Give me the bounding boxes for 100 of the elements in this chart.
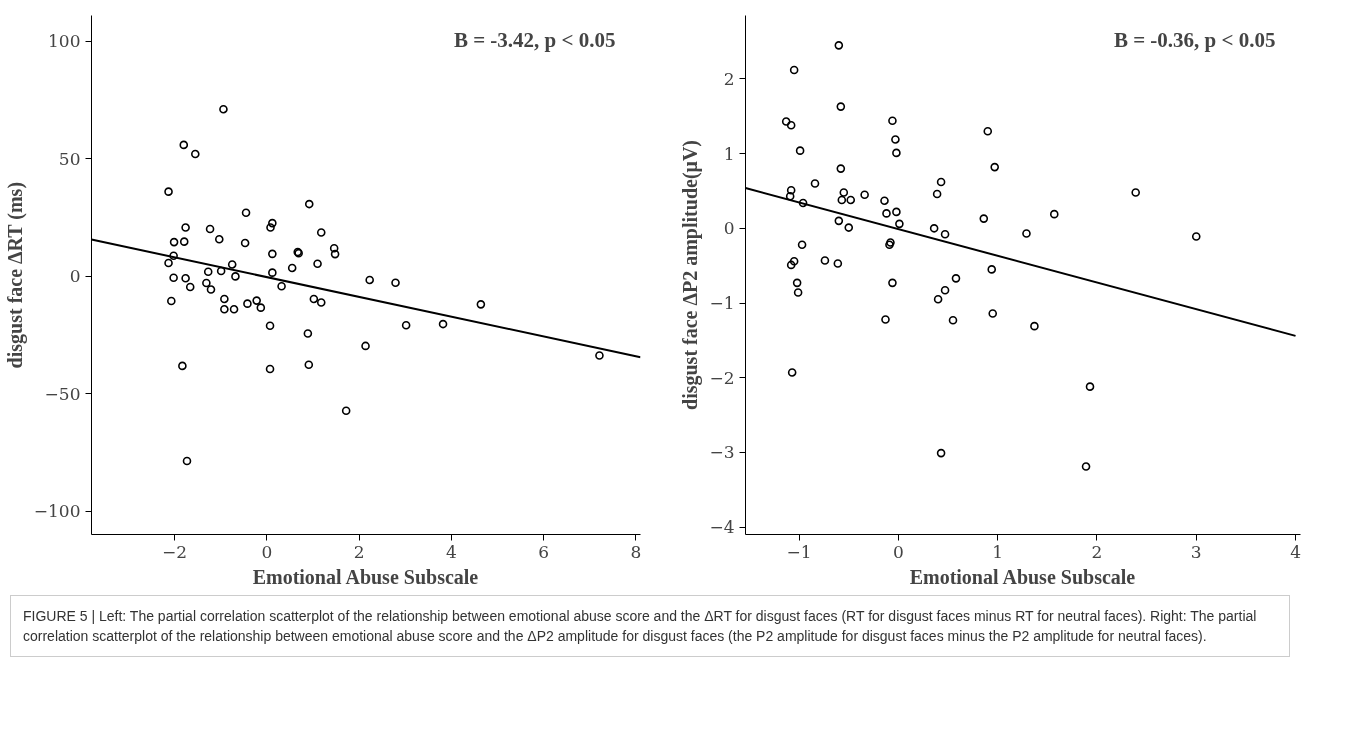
y-tick-label: 100: [48, 31, 81, 52]
point: [206, 285, 216, 294]
y-tick-label: −100: [33, 501, 81, 522]
point: [787, 368, 797, 377]
point: [797, 240, 807, 250]
point: [786, 185, 796, 195]
point: [182, 456, 192, 466]
point: [1030, 321, 1039, 331]
point: [227, 260, 237, 269]
point: [178, 361, 187, 371]
point: [1191, 232, 1201, 241]
x-axis-title: Emotional Abuse Subscale: [909, 565, 1136, 588]
point: [179, 140, 189, 150]
point: [936, 177, 946, 187]
point: [786, 120, 796, 130]
point: [886, 238, 895, 247]
point: [304, 199, 314, 209]
point: [205, 224, 215, 234]
point: [164, 187, 173, 196]
point: [860, 190, 869, 200]
point: [220, 294, 229, 304]
point: [169, 273, 178, 283]
point: [836, 164, 846, 173]
point: [243, 299, 252, 308]
point: [833, 259, 843, 268]
point: [837, 195, 847, 205]
x-tick-label: −2: [162, 541, 188, 562]
point: [933, 294, 943, 304]
point: [341, 406, 351, 416]
point: [882, 209, 891, 218]
point: [846, 195, 856, 205]
point: [252, 296, 261, 305]
point: [834, 216, 844, 226]
point: [892, 207, 901, 217]
point: [268, 249, 277, 259]
point: [1085, 382, 1095, 391]
point: [169, 237, 179, 247]
point: [888, 278, 897, 288]
point: [885, 240, 894, 250]
point: [202, 278, 211, 288]
point: [880, 196, 889, 205]
point: [781, 117, 791, 126]
point: [265, 321, 275, 331]
point: [438, 319, 448, 329]
point: [929, 224, 939, 233]
point: [181, 273, 190, 283]
x-tick-label: 0: [892, 541, 904, 562]
point: [303, 329, 313, 338]
point: [983, 126, 993, 136]
point: [256, 303, 266, 312]
x-tick-label: 8: [630, 541, 642, 562]
point: [181, 223, 190, 232]
y-tick-label: 2: [723, 68, 735, 89]
y-tick-label: 50: [58, 148, 81, 169]
point: [277, 281, 286, 291]
point: [329, 243, 339, 253]
point: [786, 260, 796, 270]
x-tick-label: 1: [992, 541, 1004, 562]
point: [191, 149, 200, 159]
y-tick-label: −1: [709, 293, 735, 313]
point: [401, 320, 411, 330]
point: [789, 256, 799, 266]
point: [214, 235, 224, 244]
point: [795, 146, 805, 155]
x-tick-label: −1: [786, 541, 812, 562]
point: [304, 360, 314, 369]
point: [241, 208, 251, 218]
y-tick-label: −50: [44, 383, 81, 404]
point: [789, 65, 799, 75]
point: [839, 188, 849, 197]
point: [834, 41, 844, 50]
point: [229, 304, 239, 314]
y-tick-label: 1: [723, 143, 735, 164]
x-tick-label: 2: [1091, 541, 1103, 562]
y-tick-label: 0: [69, 266, 81, 287]
point: [936, 448, 946, 458]
point: [836, 102, 846, 111]
point: [265, 364, 275, 374]
point: [185, 282, 195, 292]
y-axis-title: disgust face ΔRT (ms): [3, 181, 27, 369]
point: [240, 238, 250, 248]
point: [951, 274, 961, 283]
point: [793, 288, 803, 297]
point: [595, 351, 604, 360]
point: [231, 272, 240, 281]
point: [1022, 229, 1031, 238]
point: [219, 104, 228, 114]
point: [891, 135, 900, 144]
point: [167, 296, 176, 306]
point: [987, 265, 997, 274]
point: [895, 219, 904, 229]
y-tick-label: 0: [723, 218, 735, 239]
point: [948, 315, 958, 325]
point: [268, 268, 277, 277]
point: [287, 263, 297, 273]
x-tick-label: 4: [445, 541, 457, 562]
point: [940, 230, 950, 239]
point: [988, 309, 998, 318]
point: [316, 228, 326, 237]
point: [881, 315, 890, 324]
